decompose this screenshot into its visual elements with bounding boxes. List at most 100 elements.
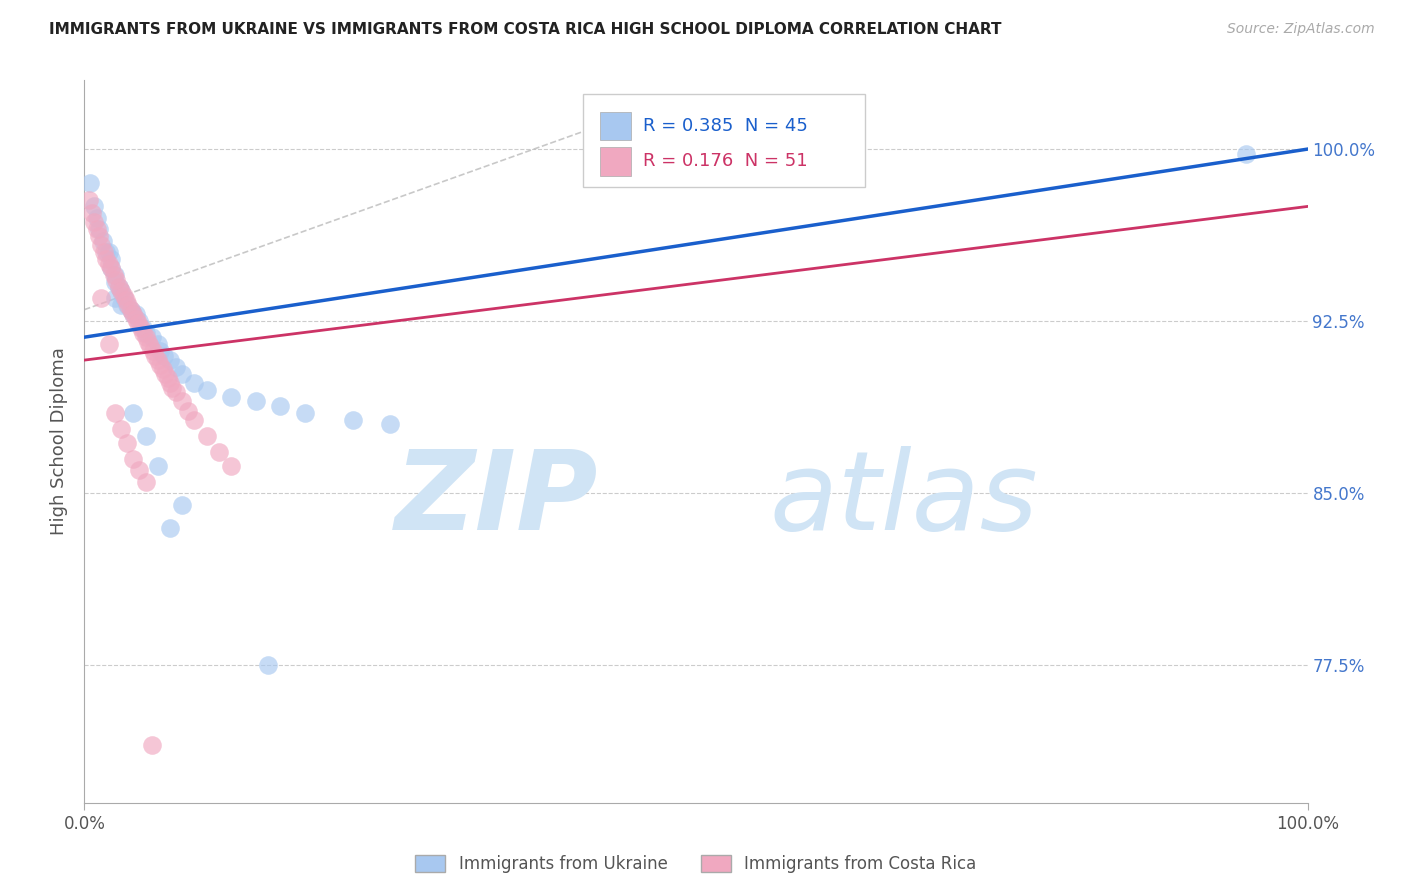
Point: [120, 302, 142, 317]
Point: [104, 275, 127, 289]
Point: [122, 307, 145, 321]
Point: [127, 317, 149, 331]
Point: [128, 314, 150, 328]
Legend: Immigrants from Ukraine, Immigrants from Costa Rica: Immigrants from Ukraine, Immigrants from…: [408, 847, 984, 881]
Point: [90, 291, 112, 305]
Point: [156, 371, 179, 385]
Point: [112, 289, 135, 303]
Point: [177, 403, 200, 417]
Point: [105, 273, 128, 287]
Point: [172, 367, 194, 381]
Point: [195, 429, 218, 443]
Point: [195, 383, 218, 397]
Point: [146, 337, 169, 351]
Text: ZIP: ZIP: [395, 446, 598, 553]
Point: [165, 385, 187, 400]
Point: [159, 353, 181, 368]
Point: [115, 298, 138, 312]
Point: [135, 475, 157, 489]
Point: [141, 739, 163, 753]
Point: [141, 330, 163, 344]
Point: [125, 311, 148, 326]
Point: [122, 307, 145, 321]
Point: [183, 413, 205, 427]
Point: [122, 406, 145, 420]
Point: [294, 406, 316, 420]
Point: [97, 337, 120, 351]
Point: [110, 285, 132, 299]
Point: [104, 268, 127, 283]
Point: [1236, 146, 1258, 161]
Point: [149, 343, 172, 358]
Point: [96, 252, 118, 267]
Point: [90, 238, 112, 252]
Point: [136, 334, 159, 349]
Point: [257, 658, 280, 673]
Text: Source: ZipAtlas.com: Source: ZipAtlas.com: [1227, 22, 1375, 37]
Point: [135, 326, 157, 340]
Point: [162, 381, 184, 395]
Point: [219, 458, 242, 473]
Point: [153, 367, 176, 381]
Point: [152, 362, 174, 376]
Text: IMMIGRANTS FROM UKRAINE VS IMMIGRANTS FROM COSTA RICA HIGH SCHOOL DIPLOMA CORREL: IMMIGRANTS FROM UKRAINE VS IMMIGRANTS FR…: [49, 22, 1001, 37]
Point: [79, 177, 101, 191]
Point: [104, 291, 127, 305]
Point: [245, 394, 267, 409]
Point: [97, 257, 120, 271]
Point: [159, 520, 181, 534]
Text: R = 0.385  N = 45: R = 0.385 N = 45: [643, 117, 807, 135]
Y-axis label: High School Diploma: High School Diploma: [49, 348, 67, 535]
Point: [100, 261, 122, 276]
Point: [135, 330, 157, 344]
Point: [128, 463, 150, 477]
Point: [100, 261, 122, 276]
Point: [80, 206, 103, 220]
Point: [172, 498, 194, 512]
Point: [110, 298, 132, 312]
Point: [87, 222, 110, 236]
Point: [115, 435, 138, 450]
Text: atlas: atlas: [769, 446, 1038, 553]
Point: [83, 215, 105, 229]
Point: [146, 458, 169, 473]
Point: [83, 199, 105, 213]
Point: [129, 321, 152, 335]
Point: [149, 358, 172, 372]
Point: [342, 413, 364, 427]
Point: [153, 349, 176, 363]
Point: [219, 390, 242, 404]
Point: [86, 211, 108, 225]
Point: [100, 252, 122, 267]
Point: [115, 293, 138, 308]
Point: [125, 307, 148, 321]
Point: [93, 245, 115, 260]
Point: [107, 279, 129, 293]
Point: [91, 234, 114, 248]
Point: [172, 394, 194, 409]
Point: [97, 245, 120, 260]
Point: [104, 406, 127, 420]
Point: [96, 245, 118, 260]
Point: [122, 451, 145, 466]
Point: [135, 429, 157, 443]
Point: [77, 193, 100, 207]
Text: R = 0.176  N = 51: R = 0.176 N = 51: [643, 153, 807, 170]
Point: [132, 326, 155, 340]
Point: [269, 399, 291, 413]
Point: [183, 376, 205, 390]
Point: [117, 298, 139, 312]
Point: [112, 291, 135, 305]
Point: [107, 279, 129, 293]
Point: [132, 321, 155, 335]
Point: [165, 359, 187, 374]
Point: [208, 445, 231, 459]
Point: [87, 229, 110, 244]
Point: [110, 422, 132, 436]
Point: [146, 353, 169, 368]
Point: [110, 285, 132, 299]
Point: [103, 268, 125, 283]
Point: [120, 302, 142, 317]
Point: [380, 417, 402, 432]
Point: [159, 376, 181, 390]
